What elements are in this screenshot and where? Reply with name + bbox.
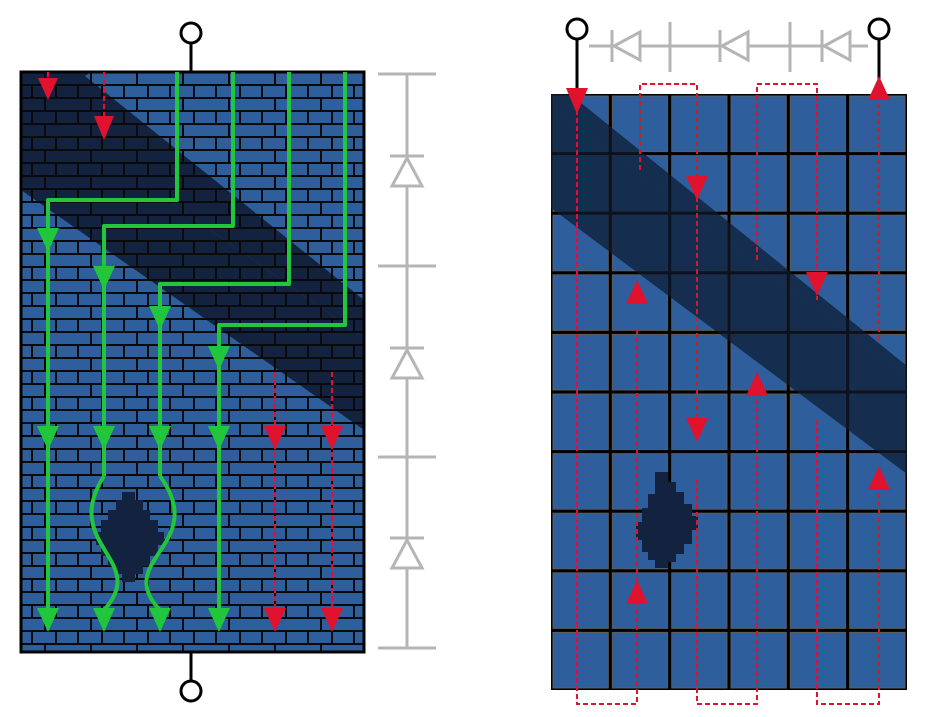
arrow-down-icon: [686, 176, 708, 200]
solar-cell: [730, 453, 787, 510]
solar-cell: [552, 393, 609, 451]
bypass-diode-icon: [820, 29, 852, 63]
solar-cell: [671, 95, 728, 153]
green-arrowheads: [37, 228, 230, 632]
solar-cell: [730, 572, 787, 629]
right-blemish: [636, 472, 698, 568]
arrow-up-icon: [626, 280, 648, 304]
green-path-1: [46, 72, 179, 610]
bypass-diode-icon: [389, 346, 425, 380]
solar-cell: [730, 631, 787, 689]
green-path-3a: [158, 72, 291, 476]
arrow-down-icon: [93, 266, 115, 290]
solar-cell: [552, 572, 609, 629]
arrow-up-icon: [626, 580, 648, 604]
right-shadow-band: [551, 94, 907, 474]
solar-cell: [611, 393, 669, 451]
solar-cell: [671, 572, 728, 629]
arrow-down-icon: [149, 608, 171, 632]
solar-cell: [730, 512, 787, 570]
left-shadow-band: [21, 72, 364, 430]
solar-cell: [849, 274, 906, 331]
arrow-up-icon: [746, 372, 768, 396]
left-bottom-terminal-icon: [179, 679, 203, 703]
arrow-down-icon: [686, 418, 708, 442]
solar-cell: [552, 333, 609, 391]
solar-cell: [730, 155, 787, 212]
arrow-down-icon: [264, 426, 286, 450]
left-bypass-diodes: [378, 72, 436, 650]
green-path-2b: [89, 474, 120, 612]
arrow-down-icon: [37, 228, 59, 252]
arrow-down-icon: [208, 346, 230, 370]
green-current-paths: [46, 72, 347, 612]
left-panel: [19, 21, 436, 703]
arrow-down-icon: [321, 426, 343, 450]
bypass-diode-icon: [718, 29, 750, 63]
arrow-down-icon: [149, 426, 171, 450]
solar-cell: [552, 453, 609, 510]
green-path-2a: [102, 72, 235, 476]
arrow-down-icon: [149, 306, 171, 330]
arrow-down-icon: [208, 426, 230, 450]
right-bypass-diodes: [589, 22, 868, 72]
left-top-terminal-icon: [179, 21, 203, 45]
arrow-up-icon: [868, 466, 890, 490]
solar-cell: [552, 631, 609, 689]
arrow-down-icon: [264, 608, 286, 632]
arrow-down-icon: [94, 116, 114, 140]
red-arrowheads-right: [566, 76, 890, 604]
solar-cell: [849, 95, 906, 153]
arrow-down-icon: [38, 78, 58, 100]
arrow-down-icon: [37, 608, 59, 632]
solar-cell: [849, 214, 906, 272]
bypass-diode-icon: [389, 536, 425, 570]
red-reverse-paths-right: [576, 83, 880, 705]
solar-cell: [730, 393, 787, 451]
arrow-down-icon: [321, 608, 343, 632]
arrow-down-icon: [806, 272, 828, 296]
left-blemish: [96, 492, 164, 582]
solar-cell: [849, 155, 906, 212]
solar-cell: [552, 274, 609, 331]
solar-cell: [730, 95, 787, 153]
solar-cell: [849, 512, 906, 570]
arrow-down-icon: [208, 608, 230, 632]
solar-cell: [552, 512, 609, 570]
right-panel: [551, 17, 907, 705]
arrow-up-icon: [868, 76, 890, 100]
solar-cell: [671, 631, 728, 689]
arrow-down-icon: [93, 608, 115, 632]
solar-cell: [671, 333, 728, 391]
solar-cell: [611, 631, 669, 689]
arrow-down-icon: [566, 88, 588, 114]
bypass-diode-icon: [610, 29, 642, 63]
arrow-down-icon: [37, 426, 59, 450]
right-right-terminal-icon: [867, 17, 891, 41]
green-path-3b: [144, 474, 177, 612]
solar-cell: [849, 572, 906, 629]
arrow-down-icon: [93, 426, 115, 450]
right-left-terminal-icon: [565, 17, 589, 41]
solar-cell: [611, 333, 669, 391]
red-arrowheads-left: [38, 78, 343, 632]
green-path-4: [217, 72, 347, 610]
solar-cell: [849, 631, 906, 689]
left-frame: [19, 70, 366, 654]
bypass-diode-icon: [389, 154, 425, 188]
